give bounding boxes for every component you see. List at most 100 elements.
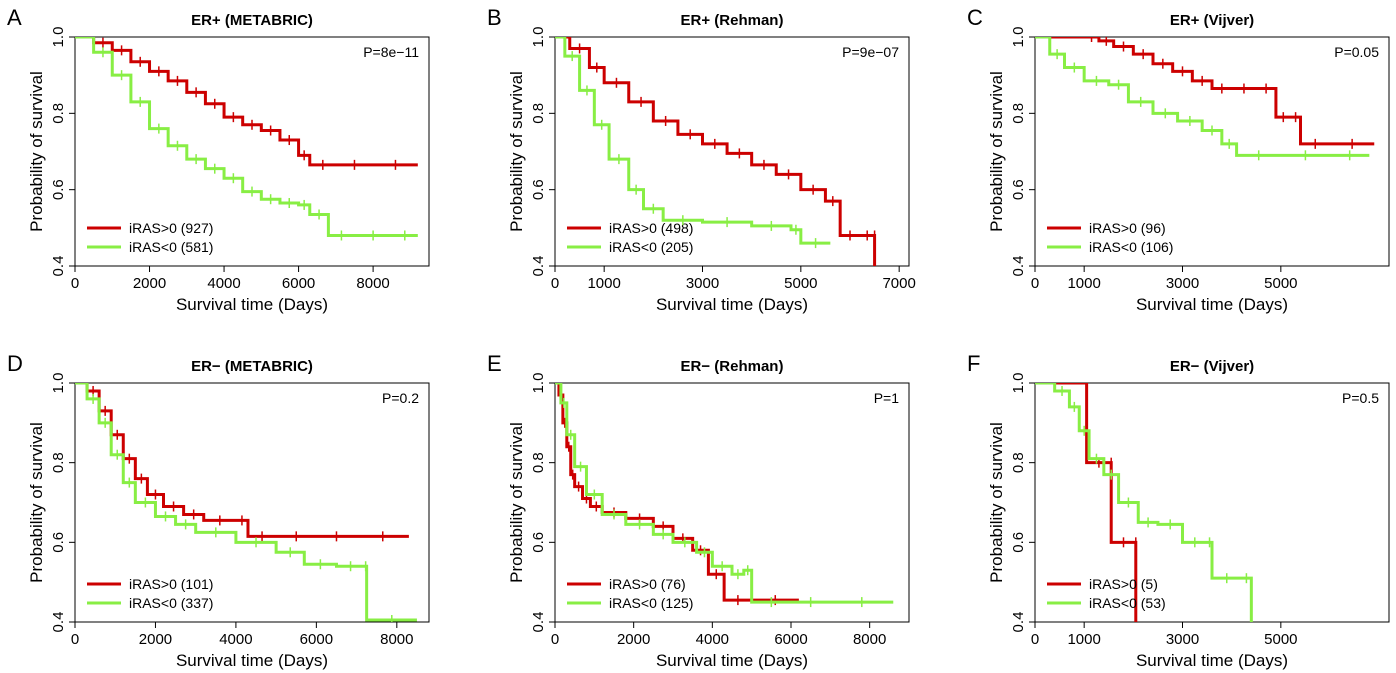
legend-label: iRAS<0 (125)	[609, 595, 693, 611]
series-line	[555, 37, 877, 266]
x-tick-label: 3000	[1166, 275, 1199, 292]
x-tick-label: 1000	[1067, 275, 1100, 292]
series-line	[1035, 37, 1375, 146]
x-tick-label: 5000	[784, 275, 817, 292]
series-group	[75, 383, 417, 622]
legend-label: iRAS>0 (5)	[1089, 576, 1158, 592]
plot-frame	[554, 36, 910, 267]
x-tick-label: 4000	[207, 275, 240, 292]
series-group	[75, 383, 409, 542]
panel-letter: C	[967, 5, 983, 30]
x-tick-label: 0	[551, 275, 559, 292]
legend-label: iRAS<0 (106)	[1089, 239, 1173, 255]
panel-a: A ER+ (METABRIC) 0 2000 4000 6000 8000 0.4 0.6 0.…	[7, 5, 430, 314]
panel-e: E ER− (Rehman) 0 2000 4000 6000 8000 0.4 0.6 0.8 1…	[487, 351, 910, 670]
x-tick-label: 3000	[686, 275, 719, 292]
y-tick-label: 0.8	[1010, 452, 1027, 473]
x-tick-label: 8000	[356, 275, 389, 292]
x-axis-label: Survival time (Days)	[176, 651, 328, 670]
legend-label: iRAS>0 (927)	[129, 220, 213, 236]
x-tick-label: 8000	[853, 631, 886, 648]
chart-title: ER− (Rehman)	[681, 358, 784, 375]
x-tick-label: 5000	[1264, 631, 1297, 648]
x-tick-label: 8000	[380, 631, 413, 648]
y-tick-label: 0.4	[1010, 612, 1027, 633]
p-value: P=0.5	[1342, 390, 1379, 406]
x-tick-label: 7000	[882, 275, 915, 292]
x-tick-label: 2000	[617, 631, 650, 648]
x-tick-label: 6000	[300, 631, 333, 648]
chart-title: ER− (METABRIC)	[191, 358, 313, 375]
legend-label: iRAS<0 (581)	[129, 239, 213, 255]
x-tick-label: 4000	[219, 631, 252, 648]
plot-frame	[1034, 382, 1390, 623]
y-axis-label: Probability of survival	[987, 422, 1006, 583]
y-tick-label: 1.0	[50, 27, 67, 48]
legend-label: iRAS>0 (76)	[609, 576, 686, 592]
plot-frame	[554, 382, 910, 623]
series-line	[75, 383, 417, 622]
y-tick-label: 0.6	[530, 179, 547, 200]
y-tick-label: 1.0	[1010, 373, 1027, 394]
y-tick-label: 1.0	[50, 373, 67, 394]
y-tick-label: 0.4	[530, 256, 547, 277]
x-tick-label: 0	[1031, 275, 1039, 292]
y-tick-label: 0.8	[50, 103, 67, 124]
y-tick-label: 0.6	[1010, 179, 1027, 200]
panel-f: F ER− (Vijver) 0 1000 3000 5000 0.4 0.6 0.8 1.0 Su…	[967, 351, 1390, 670]
x-tick-label: 6000	[282, 275, 315, 292]
legend-label: iRAS<0 (337)	[129, 595, 213, 611]
y-tick-label: 0.4	[1010, 256, 1027, 277]
y-tick-label: 0.6	[530, 532, 547, 553]
chart-title: ER+ (Vijver)	[1170, 12, 1254, 29]
y-axis-label: Probability of survival	[507, 422, 526, 583]
p-value: P=1	[874, 390, 900, 406]
chart-title: ER+ (Rehman)	[681, 12, 784, 29]
y-tick-label: 0.8	[530, 452, 547, 473]
series-group	[75, 37, 418, 170]
x-tick-label: 2000	[133, 275, 166, 292]
series-line	[555, 383, 894, 604]
panel-letter: E	[487, 351, 502, 376]
y-tick-label: 0.8	[1010, 103, 1027, 124]
y-tick-label: 0.6	[1010, 532, 1027, 553]
y-tick-label: 1.0	[530, 27, 547, 48]
p-value: P=8e−11	[363, 44, 419, 60]
series-group	[555, 37, 877, 266]
plot-frame	[74, 382, 430, 623]
x-tick-label: 0	[71, 275, 79, 292]
series-line	[555, 37, 831, 245]
x-axis-label: Survival time (Days)	[1136, 651, 1288, 670]
chart-title: ER− (Vijver)	[1170, 358, 1254, 375]
series-line	[1035, 37, 1370, 157]
x-axis-label: Survival time (Days)	[176, 295, 328, 314]
x-tick-label: 3000	[1166, 631, 1199, 648]
x-axis-label: Survival time (Days)	[656, 651, 808, 670]
y-axis-label: Probability of survival	[987, 71, 1006, 232]
chart-title: ER+ (METABRIC)	[191, 12, 313, 29]
panel-c: C ER+ (Vijver) 0 1000 3000 5000 0.4 0.6 0.8 1.0 Su…	[967, 5, 1390, 314]
series-group	[1035, 37, 1375, 149]
y-axis-label: Probability of survival	[507, 71, 526, 232]
legend-label: iRAS<0 (205)	[609, 239, 693, 255]
legend-label: iRAS<0 (53)	[1089, 595, 1166, 611]
panel-letter: D	[7, 351, 23, 376]
panel-letter: B	[487, 5, 502, 30]
series-line	[75, 383, 409, 538]
x-tick-label: 1000	[1067, 631, 1100, 648]
panel-b: B ER+ (Rehman) 0 1000 3000 5000 7000 0.4 0.6 0.8 1…	[487, 5, 916, 314]
y-tick-label: 1.0	[1010, 27, 1027, 48]
series-group	[555, 383, 894, 608]
x-axis-label: Survival time (Days)	[1136, 295, 1288, 314]
legend-label: iRAS>0 (498)	[609, 220, 693, 236]
series-group	[1035, 37, 1370, 161]
x-tick-label: 0	[551, 631, 559, 648]
y-tick-label: 0.8	[50, 452, 67, 473]
p-value: P=0.05	[1334, 44, 1379, 60]
x-axis-label: Survival time (Days)	[656, 295, 808, 314]
series-group	[555, 37, 831, 249]
series-line	[1035, 383, 1253, 622]
legend-label: iRAS>0 (101)	[129, 576, 213, 592]
y-axis-label: Probability of survival	[27, 422, 46, 583]
